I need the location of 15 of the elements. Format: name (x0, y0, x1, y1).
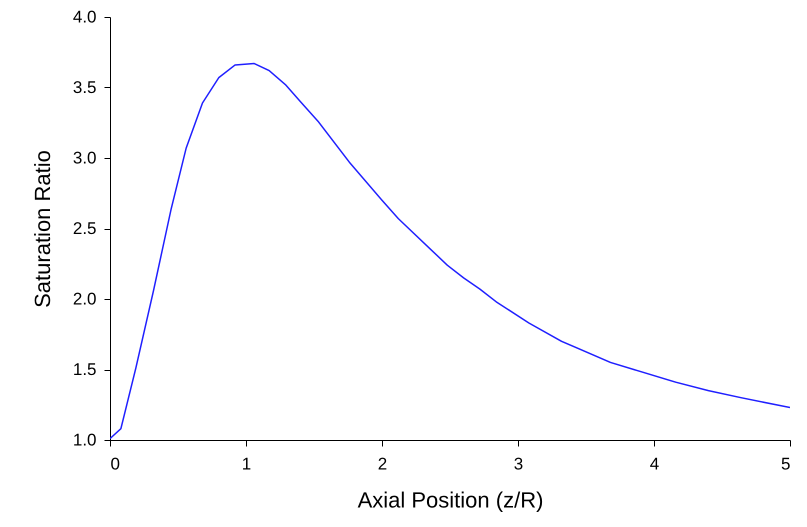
x-tick-label: 2 (378, 454, 388, 474)
x-tick-label: 5 (781, 454, 790, 474)
y-tick-label: 2.0 (72, 290, 96, 308)
y-tick-label: 3.5 (72, 78, 96, 97)
y-tick-label: 2.5 (72, 219, 96, 238)
x-tick-label: 4 (650, 454, 660, 474)
y-tick-label: 1.5 (72, 360, 96, 379)
y-tick-label: 3.0 (72, 148, 96, 168)
x-tick-label: 3 (514, 454, 524, 474)
x-tick-label: 0 (110, 454, 120, 474)
y-axis-title: Saturation Ratio (30, 150, 55, 308)
x-tick-label: 1 (242, 454, 252, 474)
x-axis-title: Axial Position (z/R) (358, 488, 544, 512)
y-tick-label: 4.0 (72, 8, 96, 26)
y-tick-label: 1.0 (72, 430, 96, 450)
